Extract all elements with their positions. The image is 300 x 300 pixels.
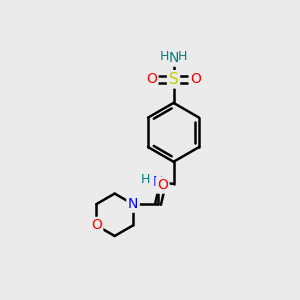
Text: O: O [146,72,157,86]
Text: N: N [153,175,163,189]
Text: N: N [168,51,179,65]
Text: N: N [128,197,138,211]
Text: H: H [160,50,169,63]
Text: O: O [91,218,102,233]
Text: O: O [190,72,201,86]
Text: H: H [178,50,187,63]
Text: H: H [141,173,150,186]
Text: O: O [157,178,168,192]
Text: S: S [169,72,178,87]
